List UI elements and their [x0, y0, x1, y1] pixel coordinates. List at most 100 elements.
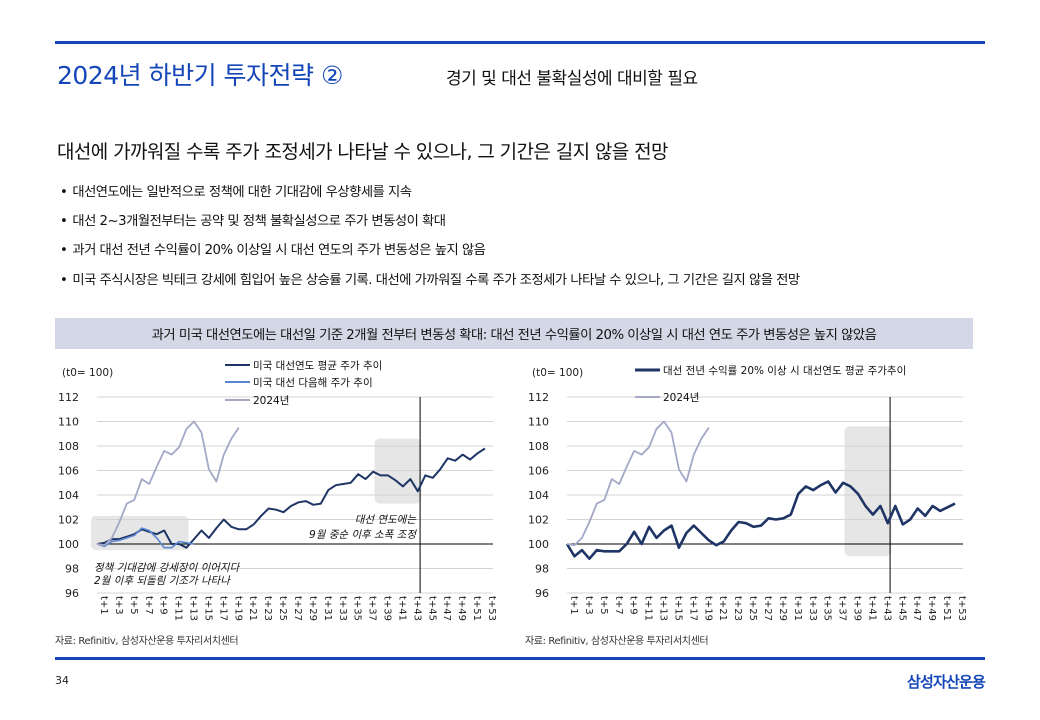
x-tick-label: t+39: [852, 596, 863, 621]
x-tick-label: t+53: [486, 596, 497, 621]
x-tick-label: t+53: [956, 596, 967, 621]
chart-right-source: 자료: Refinitiv, 삼성자산운용 투자리서치센터: [525, 636, 709, 647]
headline: 대선에 가까워질 수록 주가 조정세가 나타날 수 있으나, 그 기간은 길지 …: [57, 141, 668, 163]
x-tick-label: t+17: [217, 596, 228, 621]
y-tick-label: 108: [58, 440, 79, 453]
shaded-region: [844, 426, 892, 557]
x-tick-label: t+3: [583, 596, 594, 615]
x-tick-label: t+41: [396, 596, 407, 621]
x-tick-label: t+21: [717, 596, 728, 621]
x-tick-label: t+7: [613, 596, 624, 615]
y-tick-label: 106: [58, 465, 79, 478]
x-tick-label: t+39: [382, 596, 393, 621]
top-rule: [55, 41, 985, 44]
y-tick-label: 104: [528, 489, 549, 502]
chart-right: 96 98 100 102 104 106 108 110 112 t+1 t+3 t+5 t+7 t+9…: [528, 365, 967, 621]
series-line: [96, 447, 486, 549]
x-tick-label: t+13: [658, 596, 669, 621]
chart-left-source: 자료: Refinitiv, 삼성자산운용 투자리서치센터: [55, 636, 239, 647]
y-tick-label: 110: [58, 416, 79, 429]
unit-label: (t0= 100): [62, 367, 113, 379]
y-tick-label: 112: [58, 391, 79, 404]
x-tick-label: t+43: [881, 596, 892, 621]
x-tick-label: t+27: [762, 596, 773, 621]
bullet-icon: •: [60, 214, 68, 229]
annotation-text: 정책 기대감에 강세장이 이어지다: [94, 562, 241, 574]
legend-label: 대선 전년 수익률 20% 이상 시 대선연도 평균 주가추이: [663, 365, 906, 377]
x-tick-label: t+15: [672, 596, 683, 621]
bullet-text: 과거 대선 전년 수익률이 20% 이상일 시 대선 연도의 주가 변동성은 높…: [72, 243, 486, 258]
y-tick-label: 100: [58, 538, 79, 551]
bullet-item: • 대선연도에는 일반적으로 정책에 대한 기대감에 우상향세를 지속: [60, 181, 412, 200]
y-tick-label: 106: [528, 465, 549, 478]
shaded-region: [374, 438, 422, 504]
company-logo: 삼성자산운용: [906, 673, 986, 691]
y-tick-label: 96: [65, 587, 79, 600]
y-tick-label: 112: [528, 391, 549, 404]
y-tick-label: 102: [528, 514, 549, 527]
x-tick-label: t+51: [941, 596, 952, 621]
y-tick-label: 108: [528, 440, 549, 453]
x-tick-label: t+17: [687, 596, 698, 621]
x-tick-label: t+27: [292, 596, 303, 621]
x-tick-label: t+25: [747, 596, 758, 621]
legend-label: 미국 대선연도 평균 주가 추이: [253, 360, 382, 372]
x-tick-label: t+9: [158, 596, 169, 615]
y-tick-label: 110: [528, 416, 549, 429]
bullet-icon: •: [60, 273, 68, 288]
bullet-item: • 대선 2~3개월전부터는 공약 및 정책 불확실성으로 주가 변동성이 확대: [60, 210, 446, 229]
unit-label: (t0= 100): [532, 367, 583, 379]
x-tick-label: t+11: [643, 596, 654, 621]
x-tick-label: t+37: [367, 596, 378, 621]
series-line: [96, 527, 195, 549]
x-tick-label: t+11: [173, 596, 184, 621]
x-tick-label: t+13: [188, 596, 199, 621]
bottom-rule: [55, 657, 985, 660]
page-subtitle: 경기 및 대선 불확실성에 대비할 필요: [446, 69, 698, 89]
x-tick-label: t+3: [113, 596, 124, 615]
bullet-text: 대선 2~3개월전부터는 공약 및 정책 불확실성으로 주가 변동성이 확대: [72, 214, 446, 229]
x-tick-label: t+51: [471, 596, 482, 621]
x-tick-label: t+37: [837, 596, 848, 621]
y-tick-label: 104: [58, 489, 79, 502]
chart-left: 96 98 100 102 104 106 108 110 112 t+1 t+3 t+5 t+7 t+9…: [58, 360, 497, 621]
x-tick-label: t+5: [128, 596, 139, 615]
x-tick-label: t+45: [896, 596, 907, 621]
x-tick-label: t+23: [262, 596, 273, 621]
bullet-icon: •: [60, 185, 68, 200]
x-tick-label: t+43: [411, 596, 422, 621]
bullet-item: • 미국 주식시장은 빅테크 강세에 힘입어 높은 상승률 기록. 대선에 가까워…: [60, 269, 800, 288]
x-tick-label: t+31: [792, 596, 803, 621]
x-tick-label: t+35: [352, 596, 363, 621]
x-tick-label: t+9: [628, 596, 639, 615]
series-line: [566, 420, 710, 547]
annotation-text: 대선 연도에는: [355, 514, 418, 526]
x-tick-label: t+19: [232, 596, 243, 621]
annotation-text: 2월 이후 되돌림 기조가 나타나: [94, 575, 231, 587]
x-tick-label: t+7: [143, 596, 154, 615]
bullet-item: • 과거 대선 전년 수익률이 20% 이상일 시 대선 연도의 주가 변동성은 …: [60, 239, 486, 258]
series-line: [96, 420, 240, 547]
x-tick-label: t+29: [307, 596, 318, 621]
x-tick-label: t+31: [322, 596, 333, 621]
page-title: 2024년 하반기 투자전략 ②: [57, 61, 343, 90]
y-tick-label: 102: [58, 514, 79, 527]
bullet-icon: •: [60, 243, 68, 258]
x-tick-label: t+19: [702, 596, 713, 621]
y-tick-label: 100: [528, 538, 549, 551]
x-tick-label: t+1: [568, 596, 579, 615]
x-tick-label: t+49: [456, 596, 467, 621]
legend-label: 미국 대선 다음해 주가 추이: [253, 376, 373, 389]
y-tick-label: 98: [535, 563, 549, 576]
page-number: 34: [55, 674, 69, 687]
x-tick-label: t+41: [866, 596, 877, 621]
x-tick-label: t+33: [337, 596, 348, 621]
x-tick-label: t+49: [926, 596, 937, 621]
x-tick-label: t+21: [247, 596, 258, 621]
bullet-text: 미국 주식시장은 빅테크 강세에 힘입어 높은 상승률 기록. 대선에 가까워질…: [72, 273, 800, 288]
x-tick-label: t+35: [822, 596, 833, 621]
x-tick-label: t+47: [911, 596, 922, 621]
x-tick-label: t+47: [441, 596, 452, 621]
y-tick-label: 96: [535, 587, 549, 600]
x-tick-label: t+23: [732, 596, 743, 621]
